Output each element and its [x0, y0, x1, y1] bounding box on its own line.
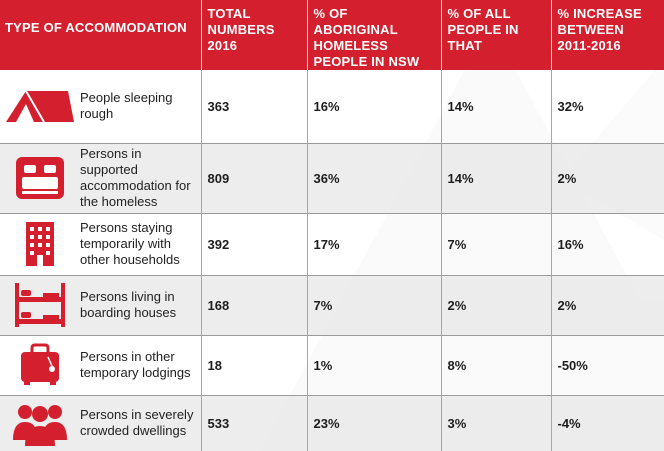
increase-value: -4%: [550, 394, 664, 451]
header-total-numbers: TOTAL NUMBERS 2016: [200, 0, 307, 70]
table-row: Persons in supported accommodation for t…: [0, 142, 664, 213]
accommodation-label: Persons staying temporarily with other h…: [80, 220, 180, 267]
accommodation-cell: People sleeping rough: [0, 70, 201, 143]
aboriginal-pct-value: 23%: [306, 394, 441, 451]
accommodation-label: Persons living in boarding houses: [80, 289, 177, 320]
bunk-bed-icon: [0, 283, 80, 327]
all-pct-value: 2%: [440, 274, 551, 335]
table-row: People sleeping rough 363 16% 14% 32%: [0, 70, 664, 143]
accommodation-label: Persons in other temporary lodgings: [80, 349, 191, 380]
header-all-people-percent: % OF ALL PEOPLE IN THAT: [440, 0, 551, 70]
header-increase-percent: % INCREASE BETWEEN 2011-2016: [550, 0, 664, 70]
group-people-icon: [0, 400, 80, 447]
header-row: TYPE OF ACCOMMODATION TOTAL NUMBERS 2016…: [0, 0, 664, 70]
total-value: 533: [200, 394, 307, 451]
all-pct-value: 7%: [440, 212, 551, 275]
accommodation-cell: Persons in other temporary lodgings: [0, 334, 201, 395]
aboriginal-pct-value: 1%: [306, 334, 441, 395]
increase-value: 16%: [550, 212, 664, 275]
accommodation-cell: Persons in supported accommodation for t…: [0, 142, 201, 213]
tent-icon: [0, 88, 80, 124]
table-row: Persons staying temporarily with other h…: [0, 212, 664, 275]
all-pct-value: 14%: [440, 70, 551, 143]
aboriginal-pct-value: 7%: [306, 274, 441, 335]
suitcase-icon: [0, 343, 80, 387]
aboriginal-pct-value: 16%: [306, 70, 441, 143]
increase-value: -50%: [550, 334, 664, 395]
header-type-of-accommodation: TYPE OF ACCOMMODATION: [0, 0, 201, 70]
all-pct-value: 8%: [440, 334, 551, 395]
accommodation-cell: Persons living in boarding houses: [0, 274, 201, 335]
total-value: 168: [200, 274, 307, 335]
accommodation-label: Persons in severely crowded dwellings: [80, 407, 194, 439]
table-row: Persons in severely crowded dwellings 53…: [0, 394, 664, 451]
header-aboriginal-percent: % OF ABORIGINAL HOMELESS PEOPLE IN NSW: [306, 0, 441, 70]
total-value: 363: [200, 70, 307, 143]
bed-icon: [0, 155, 80, 201]
table-row: Persons living in boarding houses 168 7%…: [0, 274, 664, 335]
increase-value: 32%: [550, 70, 664, 143]
total-value: 392: [200, 212, 307, 275]
increase-value: 2%: [550, 274, 664, 335]
accommodation-cell: Persons in severely crowded dwellings: [0, 394, 201, 451]
increase-value: 2%: [550, 142, 664, 213]
accommodation-cell: Persons staying temporarily with other h…: [0, 212, 201, 275]
table-row: Persons in other temporary lodgings 18 1…: [0, 334, 664, 395]
apartment-building-icon: [0, 221, 80, 267]
all-pct-value: 3%: [440, 394, 551, 451]
accommodation-label: Persons in supported accommodation for t…: [80, 146, 191, 209]
aboriginal-pct-value: 36%: [306, 142, 441, 213]
total-value: 809: [200, 142, 307, 213]
all-pct-value: 14%: [440, 142, 551, 213]
accommodation-label: People sleeping rough: [80, 90, 173, 122]
aboriginal-pct-value: 17%: [306, 212, 441, 275]
total-value: 18: [200, 334, 307, 395]
